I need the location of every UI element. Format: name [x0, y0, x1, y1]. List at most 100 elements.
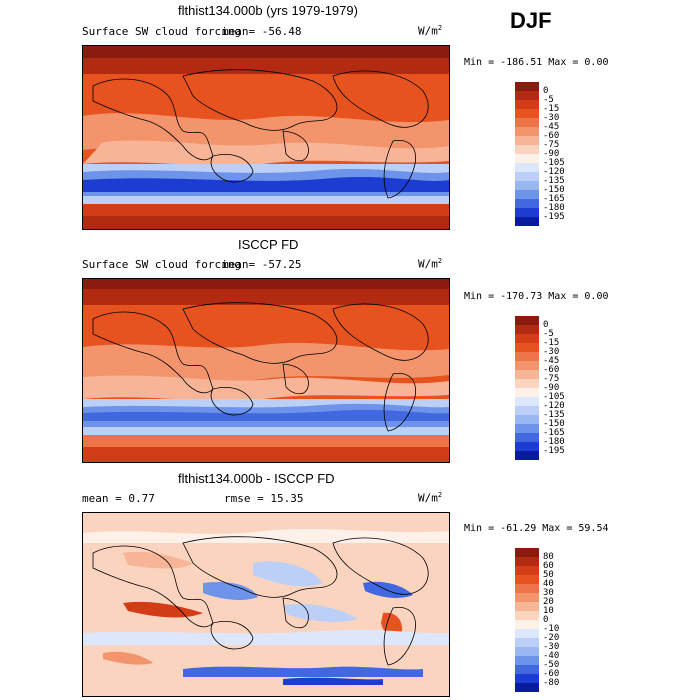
- colorbar-swatch: [515, 442, 539, 451]
- colorbar-swatch: [515, 91, 539, 100]
- colorbar-label: -120: [543, 167, 565, 177]
- colorbar-swatch: [515, 100, 539, 109]
- colorbar-label: -105: [543, 158, 565, 168]
- colorbar-swatch: [515, 379, 539, 388]
- colorbar-label: -30: [543, 347, 560, 357]
- colorbar-label: -15: [543, 338, 560, 348]
- colorbar-label: -60: [543, 669, 560, 679]
- colorbar-label: -90: [543, 383, 560, 393]
- colorbar-swatch: [515, 397, 539, 406]
- colorbar-label: 60: [543, 561, 554, 571]
- colorbar-label: -20: [543, 633, 560, 643]
- colorbar-swatch: [515, 451, 539, 460]
- colorbar-swatch: [515, 575, 539, 584]
- colorbar-swatch: [515, 406, 539, 415]
- panel1-map-svg: [83, 46, 449, 229]
- panel3-rmse: rmse = 15.35: [224, 492, 304, 505]
- colorbar-label: -10: [543, 624, 560, 634]
- colorbar-label: -150: [543, 185, 565, 195]
- colorbar-swatch: [515, 361, 539, 370]
- colorbar-label: -150: [543, 419, 565, 429]
- colorbar-label: -60: [543, 131, 560, 141]
- colorbar-swatch: [515, 199, 539, 208]
- colorbar-swatch: [515, 647, 539, 656]
- panel2-mean: mean= -57.25: [222, 258, 302, 271]
- panel2-title: ISCCP FD: [238, 237, 299, 252]
- colorbar-label: -90: [543, 149, 560, 159]
- colorbar-swatch: [515, 557, 539, 566]
- colorbar-swatch: [515, 424, 539, 433]
- colorbar-swatch: [515, 217, 539, 226]
- colorbar-label: -50: [543, 660, 560, 670]
- panel1-units: W/m2: [418, 24, 443, 38]
- panel3-map-svg: [83, 513, 449, 696]
- colorbar-swatch: [515, 118, 539, 127]
- panel3-units: W/m2: [418, 491, 443, 505]
- panel2-map-svg: [83, 279, 449, 462]
- colorbar-swatch: [515, 629, 539, 638]
- colorbar-swatch: [515, 127, 539, 136]
- colorbar-label: -120: [543, 401, 565, 411]
- colorbar-swatch: [515, 316, 539, 325]
- colorbar-label: -135: [543, 410, 565, 420]
- panel3-colorbar: 80 60 50 40 30 20 10 0 -10 -20 -30 -40 -50 -60 -80: [515, 548, 635, 692]
- season-label: DJF: [510, 8, 552, 33]
- colorbar-swatch: [515, 683, 539, 692]
- panel1-map: [82, 45, 450, 230]
- colorbar-label: -105: [543, 392, 565, 402]
- colorbar-label: 0: [543, 615, 549, 625]
- colorbar-swatch: [515, 109, 539, 118]
- colorbar-swatch: [515, 674, 539, 683]
- panel1-colorbar: 0 -5 -15 -30 -45 -60 -75 -90 -105 -120 -135 -150 -16…: [515, 82, 635, 226]
- panel1-variable-label: Surface SW cloud forcing: [82, 25, 241, 38]
- colorbar-label: -75: [543, 374, 560, 384]
- panel1-minmax: Min = -186.51 Max = 0.00: [464, 57, 609, 68]
- colorbar-swatch: [515, 163, 539, 172]
- colorbar-label: -60: [543, 365, 560, 375]
- colorbar-swatch: [515, 388, 539, 397]
- colorbar-swatch: [515, 415, 539, 424]
- colorbar-label: -135: [543, 176, 565, 186]
- colorbar-label: 30: [543, 588, 554, 598]
- colorbar-swatch: [515, 325, 539, 334]
- colorbar-label: 0: [543, 320, 549, 330]
- panel2-map: [82, 278, 450, 463]
- colorbar-swatch: [515, 208, 539, 217]
- colorbar-swatch: [515, 638, 539, 647]
- colorbar-label: -195: [543, 212, 565, 222]
- colorbar-label: -30: [543, 113, 560, 123]
- colorbar-swatch: [515, 145, 539, 154]
- colorbar-label: 0: [543, 86, 549, 96]
- panel3-title: flthist134.000b - ISCCP FD: [178, 471, 335, 486]
- colorbar-swatch: [515, 172, 539, 181]
- colorbar-swatch: [515, 433, 539, 442]
- colorbar-swatch: [515, 656, 539, 665]
- colorbar-label: 40: [543, 579, 554, 589]
- colorbar-label: -195: [543, 446, 565, 456]
- colorbar-swatch: [515, 620, 539, 629]
- colorbar-swatch: [515, 593, 539, 602]
- colorbar-label: -40: [543, 651, 560, 661]
- colorbar-swatch: [515, 584, 539, 593]
- panel3-mean: mean = 0.77: [82, 492, 155, 505]
- colorbar-swatch: [515, 548, 539, 557]
- colorbar-swatch: [515, 602, 539, 611]
- colorbar-label: 50: [543, 570, 554, 580]
- colorbar-swatch: [515, 566, 539, 575]
- panel3-map: [82, 512, 450, 697]
- panel2-variable-label: Surface SW cloud forcing: [82, 258, 241, 271]
- colorbar-label: -5: [543, 95, 554, 105]
- colorbar-label: -165: [543, 194, 565, 204]
- colorbar-swatch: [515, 352, 539, 361]
- colorbar-swatch: [515, 154, 539, 163]
- colorbar-label: -75: [543, 140, 560, 150]
- colorbar-swatch: [515, 136, 539, 145]
- colorbar-label: 20: [543, 597, 554, 607]
- panel1-mean: mean= -56.48: [222, 25, 302, 38]
- colorbar-swatch: [515, 334, 539, 343]
- colorbar-swatch: [515, 82, 539, 91]
- colorbar-swatch: [515, 370, 539, 379]
- colorbar-label: -15: [543, 104, 560, 114]
- colorbar-label: -180: [543, 203, 565, 213]
- colorbar-swatch: [515, 190, 539, 199]
